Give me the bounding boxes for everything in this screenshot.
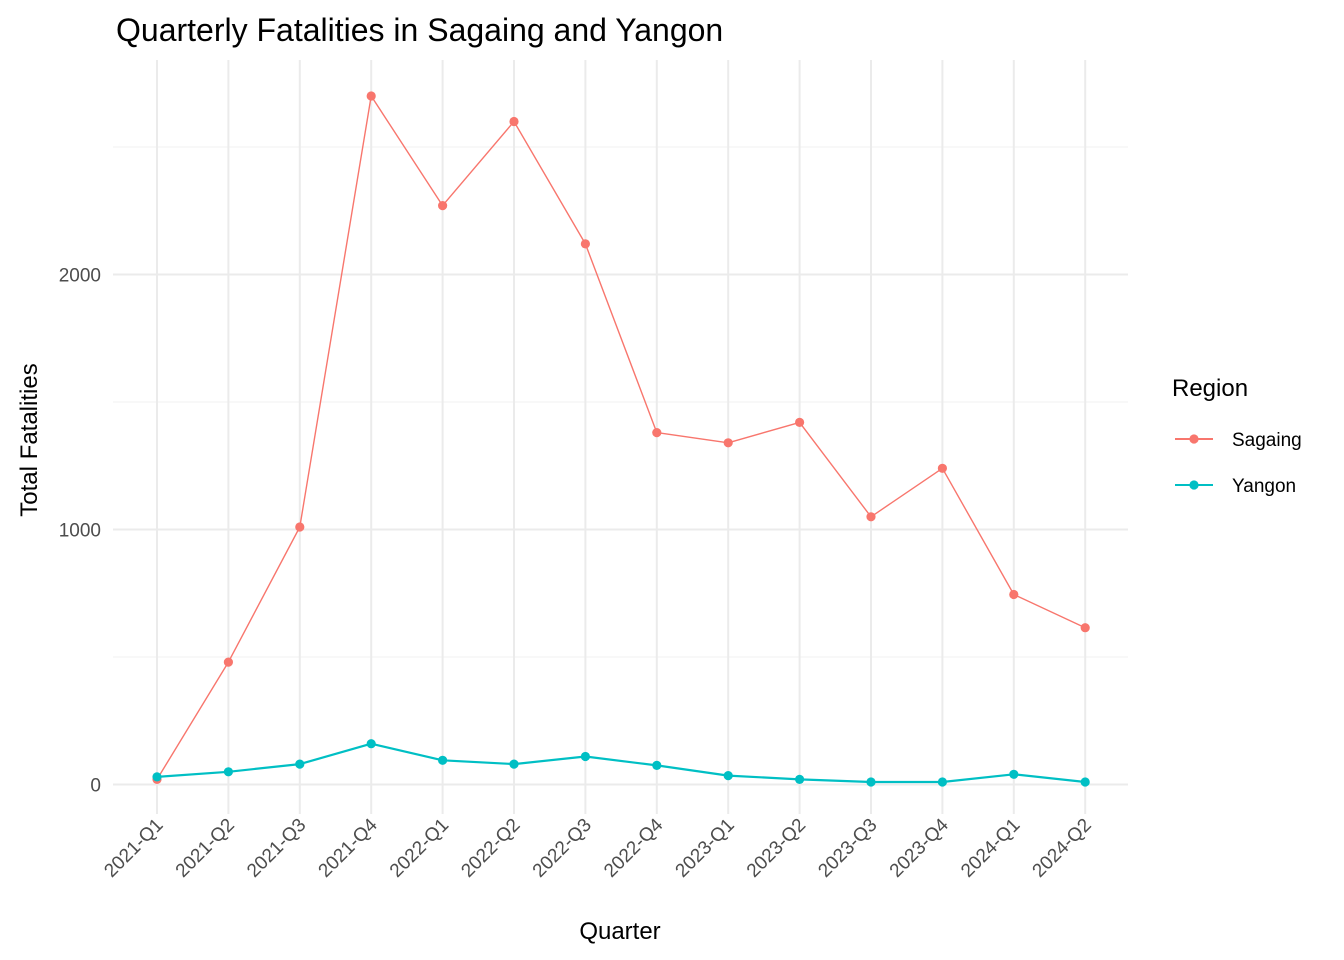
data-point-yangon	[223, 767, 233, 777]
data-point-yangon	[723, 771, 733, 781]
legend-item-yangon: Yangon	[1175, 476, 1296, 497]
legend-item-sagaing: Sagaing	[1175, 430, 1302, 451]
data-point-yangon	[795, 774, 805, 785]
data-point-sagaing	[1080, 623, 1090, 633]
data-point-yangon	[438, 755, 448, 765]
data-point-sagaing	[580, 239, 591, 249]
data-point-sagaing	[438, 201, 448, 211]
x-axis-title: Quarter	[579, 918, 660, 945]
legend-key-point	[1189, 480, 1199, 490]
data-point-yangon	[509, 759, 519, 769]
data-point-sagaing	[509, 116, 519, 127]
data-point-yangon	[937, 777, 948, 787]
legend: Region Sagaing Yangon	[1172, 375, 1302, 497]
y-tick-label: 0	[90, 776, 101, 797]
chart-title: Quarterly Fatalities in Sagaing and Yang…	[116, 12, 723, 48]
legend-items: Sagaing Yangon	[1175, 430, 1302, 497]
data-point-sagaing	[1009, 589, 1019, 600]
series-yangon	[152, 739, 1090, 787]
data-point-sagaing	[223, 657, 233, 667]
legend-label: Yangon	[1232, 476, 1296, 497]
y-tick-label: 2000	[59, 266, 101, 287]
y-tick-label: 1000	[59, 521, 101, 542]
data-point-sagaing	[366, 91, 376, 101]
y-axis-tick-labels: 0 1000 2000	[59, 266, 101, 797]
data-point-sagaing	[652, 428, 662, 438]
series-sagaing	[152, 91, 1090, 785]
legend-label: Sagaing	[1232, 430, 1302, 451]
series-line-sagaing	[156, 95, 1086, 780]
y-axis-title: Total Fatalities	[16, 363, 43, 516]
data-point-yangon	[580, 751, 591, 762]
data-point-yangon	[866, 777, 876, 787]
data-point-sagaing	[866, 512, 876, 522]
data-point-yangon	[652, 760, 662, 771]
data-point-sagaing	[795, 417, 805, 427]
legend-title: Region	[1172, 375, 1248, 402]
data-point-yangon	[295, 759, 305, 769]
data-point-sagaing	[723, 438, 733, 448]
data-series	[152, 91, 1090, 787]
data-point-sagaing	[295, 522, 305, 532]
data-point-yangon	[366, 739, 376, 749]
series-line-yangon	[156, 742, 1086, 784]
data-point-yangon	[1009, 769, 1019, 779]
data-point-yangon	[1080, 777, 1090, 787]
legend-key-point	[1189, 434, 1199, 444]
data-point-sagaing	[937, 463, 948, 473]
data-point-yangon	[152, 772, 162, 782]
